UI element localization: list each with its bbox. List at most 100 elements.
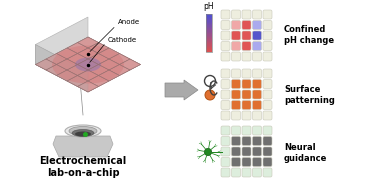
Bar <box>206 30 212 32</box>
FancyBboxPatch shape <box>231 126 240 135</box>
Polygon shape <box>67 75 88 87</box>
Bar <box>206 28 212 29</box>
FancyBboxPatch shape <box>242 10 251 19</box>
Polygon shape <box>46 65 67 75</box>
Bar <box>206 39 212 41</box>
Text: Electrochemical
lab-on-a-chip: Electrochemical lab-on-a-chip <box>39 156 127 178</box>
Ellipse shape <box>69 127 97 135</box>
FancyBboxPatch shape <box>263 52 272 61</box>
Ellipse shape <box>75 132 91 137</box>
Polygon shape <box>67 53 88 65</box>
FancyBboxPatch shape <box>231 31 240 40</box>
Bar <box>206 33 212 34</box>
FancyBboxPatch shape <box>231 52 240 61</box>
Bar <box>206 47 212 48</box>
FancyBboxPatch shape <box>221 10 230 19</box>
Bar <box>206 14 212 52</box>
FancyBboxPatch shape <box>231 157 240 166</box>
FancyBboxPatch shape <box>221 168 230 177</box>
FancyBboxPatch shape <box>221 126 230 135</box>
Polygon shape <box>36 37 141 92</box>
FancyBboxPatch shape <box>263 100 272 110</box>
Bar <box>206 14 212 15</box>
FancyBboxPatch shape <box>242 126 251 135</box>
FancyBboxPatch shape <box>242 41 251 51</box>
FancyBboxPatch shape <box>263 147 272 156</box>
FancyBboxPatch shape <box>231 41 240 51</box>
Text: Anode: Anode <box>118 18 140 24</box>
Bar <box>206 41 212 42</box>
FancyBboxPatch shape <box>263 90 272 99</box>
FancyBboxPatch shape <box>221 80 230 88</box>
Polygon shape <box>88 53 109 65</box>
Polygon shape <box>88 65 109 75</box>
Ellipse shape <box>72 130 94 137</box>
Polygon shape <box>77 81 99 92</box>
FancyBboxPatch shape <box>231 137 240 145</box>
Polygon shape <box>119 59 141 70</box>
Bar <box>206 46 212 47</box>
FancyBboxPatch shape <box>231 147 240 156</box>
FancyBboxPatch shape <box>231 90 240 99</box>
FancyBboxPatch shape <box>231 69 240 78</box>
Text: pH: pH <box>204 2 214 11</box>
FancyBboxPatch shape <box>221 90 230 99</box>
FancyBboxPatch shape <box>242 147 251 156</box>
Bar <box>206 32 212 33</box>
FancyBboxPatch shape <box>253 31 262 40</box>
Bar <box>206 24 212 25</box>
FancyBboxPatch shape <box>242 111 251 120</box>
FancyBboxPatch shape <box>242 157 251 166</box>
Polygon shape <box>36 17 88 65</box>
FancyBboxPatch shape <box>253 111 262 120</box>
Bar <box>206 25 212 27</box>
FancyBboxPatch shape <box>242 21 251 29</box>
Bar <box>206 15 212 16</box>
Polygon shape <box>67 43 88 53</box>
Ellipse shape <box>52 46 124 83</box>
Polygon shape <box>56 48 77 59</box>
Circle shape <box>204 148 212 156</box>
FancyBboxPatch shape <box>231 80 240 88</box>
FancyBboxPatch shape <box>231 21 240 29</box>
FancyBboxPatch shape <box>253 147 262 156</box>
FancyBboxPatch shape <box>221 69 230 78</box>
Polygon shape <box>88 43 109 53</box>
FancyBboxPatch shape <box>253 137 262 145</box>
FancyBboxPatch shape <box>242 52 251 61</box>
FancyBboxPatch shape <box>253 80 262 88</box>
Polygon shape <box>99 59 119 70</box>
Bar <box>206 49 212 51</box>
FancyBboxPatch shape <box>242 137 251 145</box>
Polygon shape <box>36 59 56 70</box>
Polygon shape <box>99 70 119 81</box>
Text: Cathode: Cathode <box>108 36 137 43</box>
Bar <box>206 37 212 38</box>
Polygon shape <box>56 59 77 70</box>
Bar <box>206 48 212 49</box>
Polygon shape <box>46 53 67 65</box>
Polygon shape <box>109 53 130 65</box>
Bar <box>206 29 212 31</box>
FancyBboxPatch shape <box>242 90 251 99</box>
FancyBboxPatch shape <box>221 137 230 145</box>
FancyBboxPatch shape <box>221 52 230 61</box>
FancyBboxPatch shape <box>231 10 240 19</box>
Polygon shape <box>36 45 88 92</box>
FancyBboxPatch shape <box>242 80 251 88</box>
Circle shape <box>205 90 215 100</box>
Bar <box>206 36 212 37</box>
Polygon shape <box>77 48 99 59</box>
FancyBboxPatch shape <box>263 80 272 88</box>
Polygon shape <box>99 48 119 59</box>
Bar <box>206 44 212 46</box>
FancyBboxPatch shape <box>253 69 262 78</box>
FancyBboxPatch shape <box>253 157 262 166</box>
Polygon shape <box>77 70 99 81</box>
FancyBboxPatch shape <box>253 21 262 29</box>
FancyBboxPatch shape <box>221 41 230 51</box>
FancyBboxPatch shape <box>221 21 230 29</box>
FancyBboxPatch shape <box>253 52 262 61</box>
FancyBboxPatch shape <box>231 100 240 110</box>
Bar <box>206 38 212 39</box>
